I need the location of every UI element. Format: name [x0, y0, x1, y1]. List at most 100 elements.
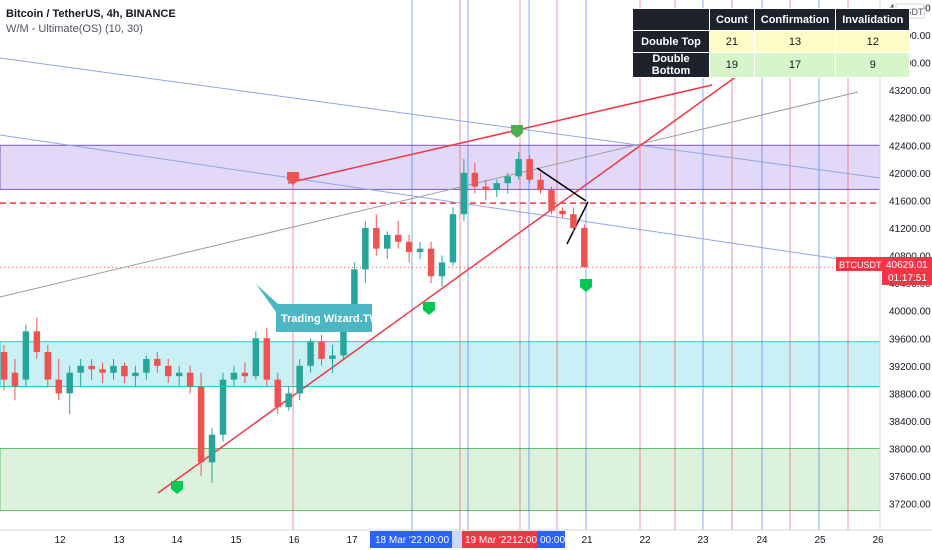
- price-tick-label: 43200.00: [889, 86, 931, 97]
- price-tick-label: 39200.00: [889, 362, 931, 373]
- stats-header-row: Count Confirmation Invalidation: [632, 8, 911, 31]
- price-tick-label: 42000.00: [889, 169, 931, 180]
- candle-body: [362, 227, 369, 270]
- stats-confirmation: 13: [753, 30, 837, 53]
- candle-body: [44, 352, 52, 380]
- candle-body: [274, 379, 281, 408]
- last-price-badge: [882, 257, 932, 285]
- double-top-marker: [287, 172, 299, 185]
- candle-body: [154, 358, 161, 366]
- indicator-legend[interactable]: W/M - Ultimate(OS) (10, 30): [6, 23, 143, 35]
- stats-header-blank: [632, 8, 710, 31]
- candle-body: [482, 186, 490, 191]
- time-tick-label: 24: [756, 535, 768, 546]
- currency-label: USDT: [899, 7, 924, 17]
- candle-body: [493, 183, 500, 191]
- candle-body: [329, 355, 336, 359]
- candle-body: [285, 393, 292, 408]
- candle-body: [515, 159, 522, 177]
- price-tick-label: 42400.00: [889, 141, 931, 152]
- candle-body: [548, 190, 555, 211]
- wedge-line: [536, 167, 587, 202]
- candle-body: [197, 386, 205, 463]
- stats-row-double-top: Double Top 21 13 12: [632, 30, 911, 53]
- time-highlight-time: 12:00: [512, 535, 537, 546]
- stats-header-confirmation: Confirmation: [753, 8, 837, 31]
- wedge-line: [566, 201, 589, 245]
- candle-body: [449, 214, 457, 263]
- candle-body: [570, 214, 577, 228]
- ticker-badge: [836, 257, 882, 271]
- candle-body: [416, 248, 424, 253]
- trend-line-light: [0, 57, 881, 179]
- price-tick-label: 38000.00: [889, 445, 931, 456]
- candle-body: [165, 365, 172, 377]
- candle-body: [0, 352, 8, 380]
- candle-body: [427, 248, 435, 277]
- support-zone: [0, 341, 881, 387]
- upper-channel-line: [287, 84, 713, 184]
- time-tick-label: 12: [54, 535, 66, 546]
- candle-body: [537, 179, 544, 191]
- callout-bubble: [256, 284, 372, 332]
- price-tick-label: 44000.00: [889, 31, 931, 42]
- candle-body: [460, 172, 468, 215]
- time-range-fill: [452, 531, 462, 548]
- time-tick-label: 13: [113, 535, 125, 546]
- time-highlight-left: [370, 531, 452, 548]
- stats-row-label: Double Bottom: [632, 52, 710, 78]
- stats-count: 19: [709, 52, 755, 78]
- double-bottom-marker: [580, 279, 592, 292]
- price-tick-label: 41200.00: [889, 224, 931, 235]
- price-tick-label: 37600.00: [889, 472, 931, 483]
- double-top-marker: [511, 125, 523, 138]
- candle-body: [175, 372, 183, 377]
- time-tick-label: 15: [230, 535, 242, 546]
- candle-body: [526, 159, 533, 180]
- candle-body: [241, 372, 249, 377]
- rising-trend-line: [157, 67, 749, 494]
- candle-body: [208, 434, 216, 463]
- stats-header-count: Count: [709, 8, 755, 31]
- price-tick-label: 40000.00: [889, 307, 931, 318]
- time-tick-label: 14: [171, 535, 183, 546]
- candle-body: [252, 338, 260, 377]
- time-tick-label: 25: [814, 535, 826, 546]
- ticker-label: BTCUSDT: [839, 260, 882, 270]
- stats-row-label: Double Top: [632, 30, 710, 53]
- time-tick-label: 23: [697, 535, 709, 546]
- candle-body: [351, 269, 358, 318]
- price-tick-label: 37200.00: [889, 500, 931, 511]
- price-tick-label: 41600.00: [889, 196, 931, 207]
- candle-body: [11, 372, 19, 387]
- candle-body: [55, 379, 62, 394]
- candle-body: [22, 331, 30, 380]
- candle-body: [110, 365, 117, 373]
- candle-body: [340, 317, 347, 356]
- candle-body: [581, 227, 588, 268]
- candle-body: [88, 365, 95, 370]
- price-tick-label: 43600.00: [889, 59, 931, 70]
- candle-body: [219, 379, 227, 435]
- candle-body: [77, 365, 84, 373]
- stats-confirmation: 17: [753, 52, 837, 78]
- candle-body: [384, 234, 391, 249]
- candle-body: [559, 210, 566, 215]
- candle-body: [230, 372, 238, 380]
- candle-body: [318, 341, 325, 359]
- trend-line-light: [0, 134, 881, 266]
- candle-body: [504, 176, 511, 184]
- trend-line-grey: [0, 91, 859, 298]
- time-highlight-right: [462, 531, 537, 548]
- stats-invalidation: 12: [835, 30, 911, 53]
- price-tick-label: 42800.00: [889, 114, 931, 125]
- callout-text: Trading Wizard.TW: [281, 313, 381, 325]
- time-tick-label: 21: [581, 535, 593, 546]
- candle-body: [99, 369, 106, 373]
- symbol-title: Bitcoin / TetherUS, 4h, BINANCE: [6, 8, 176, 20]
- candle-body: [296, 365, 303, 394]
- candle-body: [186, 372, 194, 387]
- stats-header-invalidation: Invalidation: [835, 8, 911, 31]
- time-highlight-date: 19 Mar '22: [465, 535, 512, 546]
